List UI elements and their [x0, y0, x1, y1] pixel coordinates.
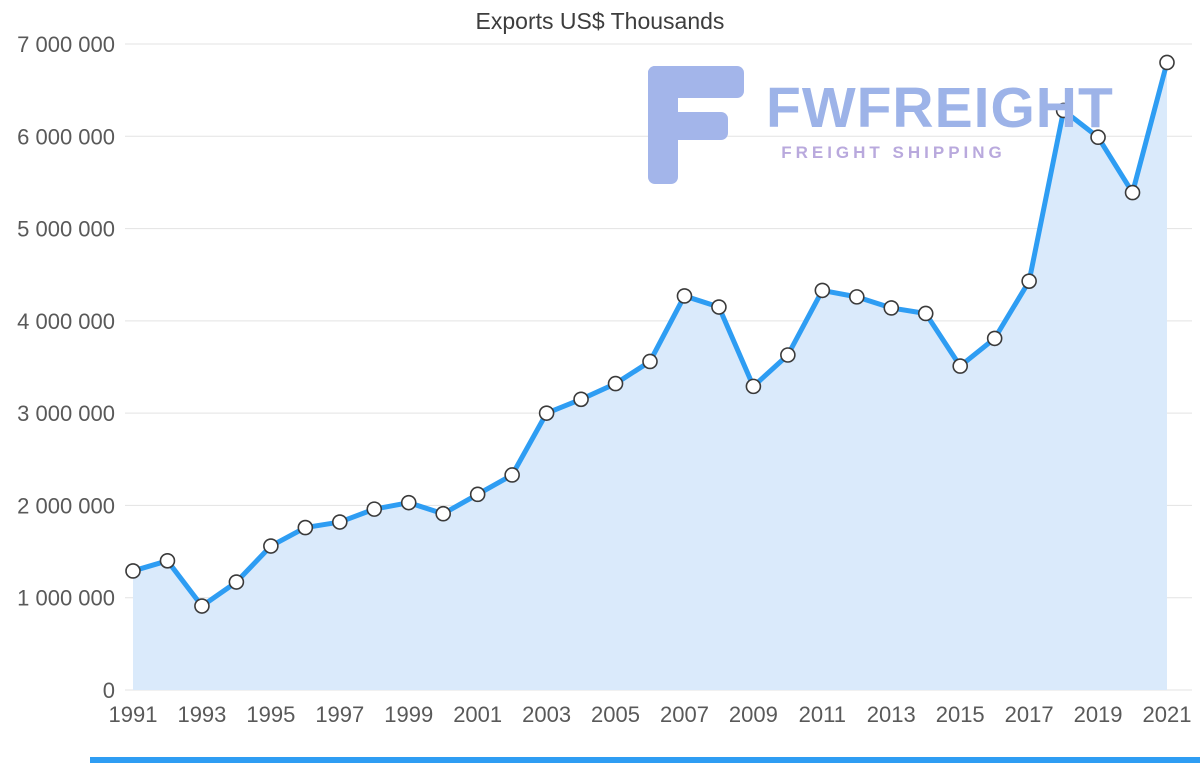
y-tick-label: 6 000 000	[17, 124, 115, 149]
data-point-marker	[435, 505, 452, 522]
x-tick-label: 2013	[867, 702, 916, 727]
data-point-marker	[814, 282, 831, 299]
y-tick-label: 4 000 000	[17, 309, 115, 334]
y-tick-label: 0	[103, 678, 115, 703]
y-tick-label: 2 000 000	[17, 493, 115, 518]
x-tick-label: 2011	[799, 702, 846, 727]
footer-bar	[90, 757, 1200, 763]
data-point-marker	[1021, 273, 1037, 289]
data-point-marker	[642, 353, 658, 370]
data-point-marker	[228, 574, 245, 590]
x-tick-label: 2001	[453, 702, 502, 727]
data-point-marker	[745, 378, 762, 395]
data-point-marker	[125, 563, 141, 579]
x-tick-label: 2017	[1005, 702, 1054, 727]
y-tick-label: 3 000 000	[17, 401, 115, 426]
x-tick-label: 1999	[384, 702, 433, 727]
data-point-marker	[366, 501, 383, 517]
data-point-marker	[1090, 129, 1106, 146]
chart-title: Exports US$ Thousands	[475, 8, 725, 34]
x-tick-label: 2007	[660, 702, 709, 727]
data-point-marker	[469, 486, 486, 503]
y-tick-label: 1 000 000	[17, 586, 115, 611]
data-point-marker	[780, 347, 796, 363]
data-point-marker	[573, 391, 589, 408]
area-fill	[133, 62, 1167, 690]
data-point-marker	[331, 514, 348, 530]
data-point-marker	[711, 299, 727, 315]
y-tick-label: 5 000 000	[17, 217, 115, 242]
data-point-marker	[917, 305, 934, 322]
data-point-marker	[263, 538, 279, 554]
data-point-marker	[538, 405, 555, 421]
data-point-marker	[1124, 184, 1141, 201]
data-point-marker	[194, 598, 210, 614]
x-tick-label: 2015	[936, 702, 985, 727]
x-tick-label: 2021	[1143, 702, 1192, 727]
x-tick-label: 2005	[591, 702, 640, 727]
x-tick-label: 2009	[729, 702, 778, 727]
data-point-marker	[504, 467, 520, 483]
x-tick-label: 1995	[246, 702, 295, 727]
data-point-marker	[848, 289, 865, 305]
x-tick-label: 1991	[109, 702, 158, 727]
data-point-marker	[883, 300, 900, 316]
data-point-marker	[1055, 102, 1072, 119]
data-point-marker	[400, 494, 417, 511]
data-point-marker	[1159, 54, 1175, 71]
x-tick-label: 2019	[1074, 702, 1123, 727]
x-tick-label: 2003	[522, 702, 571, 727]
data-point-marker	[297, 519, 314, 536]
data-point-marker	[952, 358, 969, 374]
x-tick-label: 1993	[177, 702, 226, 727]
data-point-marker	[159, 552, 176, 569]
data-point-marker	[607, 375, 624, 392]
data-point-marker	[986, 330, 1003, 347]
x-tick-label: 1997	[315, 702, 364, 727]
y-tick-label: 7 000 000	[17, 32, 115, 57]
data-point-marker	[676, 288, 693, 304]
